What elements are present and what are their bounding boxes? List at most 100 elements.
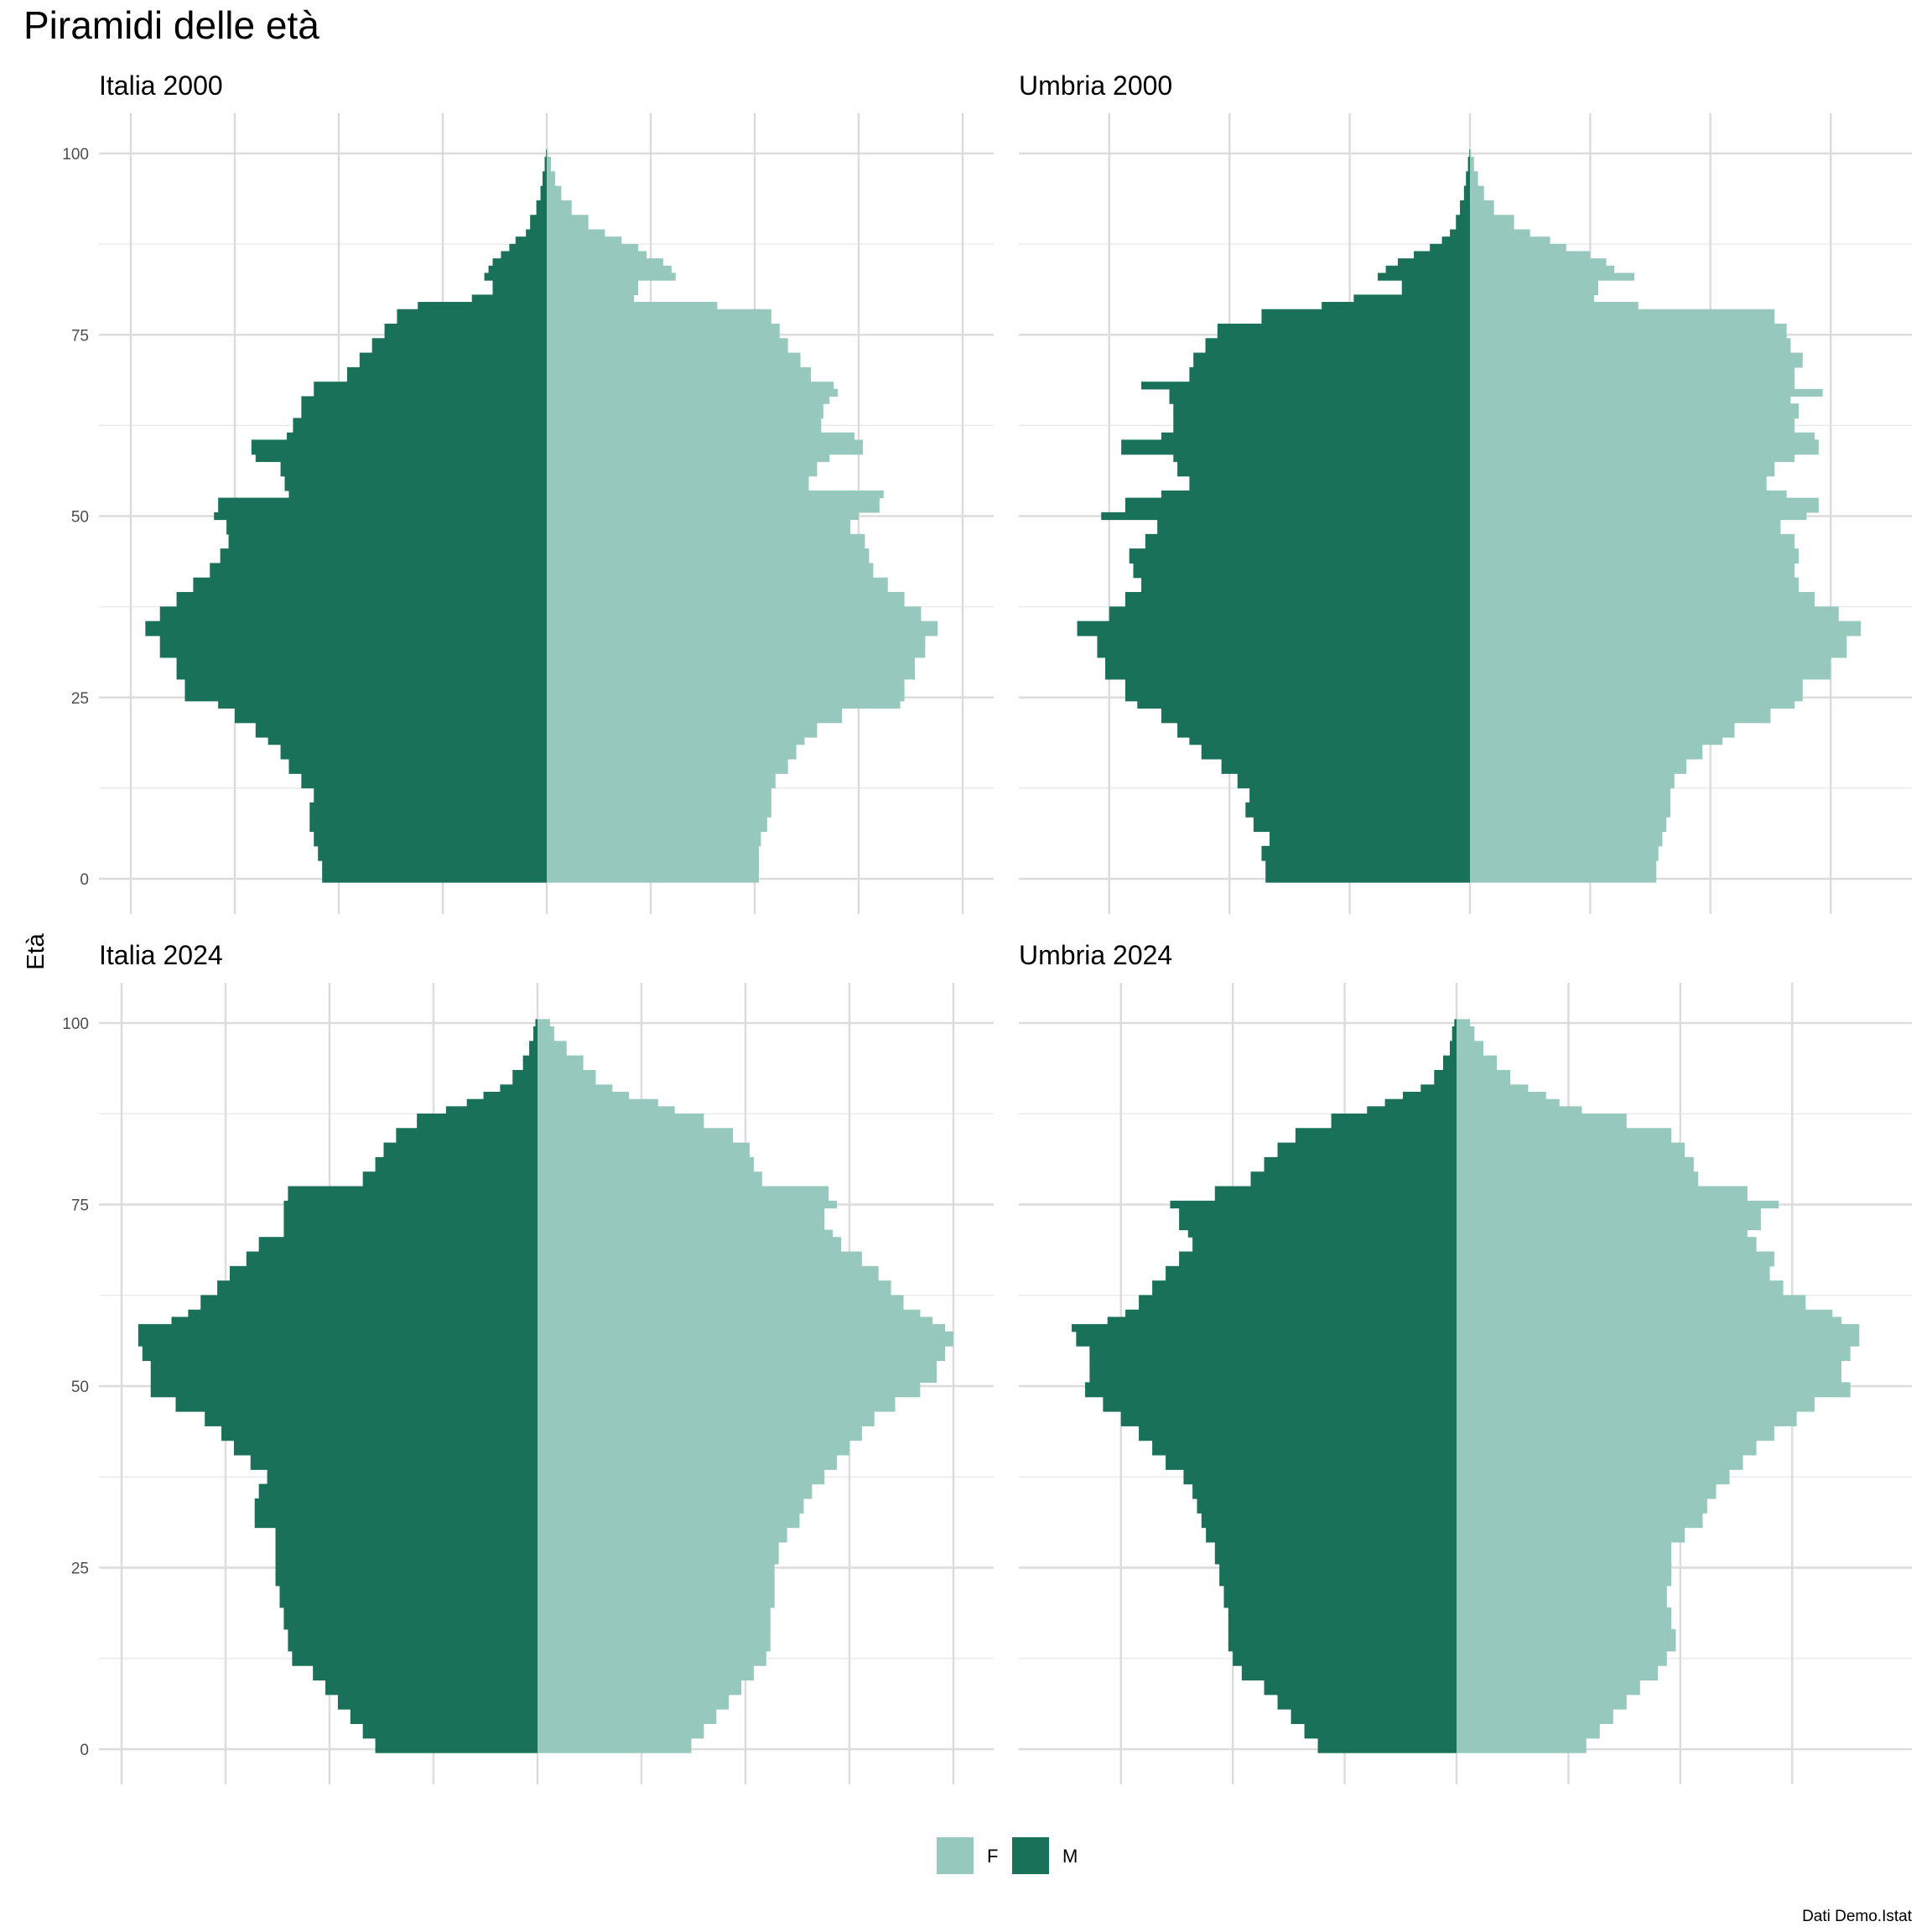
bar-female [538, 1244, 842, 1253]
bar-male [288, 1193, 538, 1202]
bar-male [184, 678, 548, 688]
bar-male [530, 215, 547, 223]
bar-male [1105, 657, 1470, 666]
bar-female [538, 1069, 596, 1078]
bar-male [1124, 599, 1470, 607]
bar-male [1217, 323, 1470, 332]
bar-female [1457, 1701, 1627, 1710]
bar-male [1173, 418, 1470, 426]
bar-male [359, 360, 547, 368]
bar-female [1470, 758, 1687, 767]
bar-female [1457, 1607, 1672, 1616]
bar-male [543, 178, 547, 187]
bar-female [538, 1098, 658, 1107]
bar-male [1253, 817, 1470, 825]
bar-male [396, 1135, 538, 1144]
bar-male [313, 1665, 538, 1674]
bar-male [466, 1098, 538, 1107]
bar-female [538, 1563, 775, 1572]
bar-male [1228, 1622, 1457, 1630]
bar-female [1470, 737, 1723, 745]
bar-male [1265, 867, 1470, 875]
bar-male [1430, 243, 1470, 252]
bar-female [538, 1650, 766, 1659]
bar-male [313, 1672, 538, 1681]
bar-male [1469, 149, 1470, 158]
bar-female [538, 1411, 875, 1420]
bar-female [1457, 1120, 1627, 1129]
bar-male [309, 802, 547, 811]
bar-female [547, 628, 938, 636]
bar-male [1152, 1280, 1457, 1289]
bar-female [547, 243, 639, 252]
bar-female [1470, 672, 1831, 680]
bar-female [547, 258, 663, 267]
bar-female [547, 200, 572, 209]
bar-female [1470, 185, 1484, 194]
bar-female [547, 541, 865, 549]
caption: Dati Demo.Istat [1802, 1908, 1913, 1925]
bar-female [538, 1519, 800, 1529]
bar-female [547, 483, 809, 491]
bar-male [540, 193, 547, 201]
bar-male [1460, 200, 1470, 209]
bar-male [314, 388, 547, 397]
bar-male [1077, 621, 1470, 629]
bar-female [538, 1113, 704, 1122]
y-tick-label: 100 [62, 146, 89, 164]
bar-female [1457, 1396, 1815, 1405]
bar-female [1470, 157, 1474, 165]
bar-male [1205, 338, 1470, 346]
bar-male [501, 251, 547, 259]
bar-female [547, 338, 788, 346]
bar-male [280, 751, 547, 760]
bar-male [267, 1476, 538, 1485]
bar-male [1076, 1338, 1457, 1347]
bar-male [275, 1535, 538, 1543]
bar-male [233, 1440, 538, 1448]
bar-female [538, 1295, 904, 1303]
bar-male [1214, 1193, 1457, 1202]
bar-female [1470, 628, 1862, 636]
bar-male [492, 280, 547, 288]
bar-male [1441, 236, 1470, 245]
bar-male [1177, 730, 1470, 738]
bar-female [547, 657, 915, 666]
bar-female [547, 599, 905, 607]
facet-panel: Umbria 2000 [1019, 70, 1912, 914]
bar-female [538, 1156, 754, 1166]
bar-female [547, 193, 562, 201]
bar-male [1241, 1665, 1457, 1674]
bar-female [547, 221, 589, 231]
bar-male [1166, 1454, 1457, 1463]
bar-male [314, 382, 547, 390]
bar-male [383, 1150, 538, 1158]
bar-female [538, 1454, 838, 1463]
bar-female [1457, 1491, 1716, 1499]
bar-male [288, 1186, 538, 1194]
bar-male [250, 1462, 538, 1470]
bar-female [547, 831, 761, 839]
facet-panels: Italia 2000 0 25 50 75 100 Umbria 2000 Italia 2… [62, 70, 1912, 1784]
bar-female [547, 787, 771, 796]
bar-male [325, 1680, 538, 1688]
bar-female [538, 1200, 838, 1209]
bar-female [1457, 1287, 1784, 1296]
bar-female [1457, 1178, 1699, 1187]
bar-male [314, 787, 547, 796]
bar-male [1463, 185, 1470, 194]
bar-male [175, 1396, 538, 1405]
bar-male [1141, 382, 1470, 390]
bar-male [1133, 570, 1470, 579]
bar-female [547, 823, 767, 833]
bar-female [1457, 1694, 1627, 1703]
bar-male [1397, 258, 1470, 267]
bar-female [538, 1389, 921, 1398]
bar-female [547, 708, 843, 716]
bar-male [1261, 309, 1470, 317]
bar-male [1214, 1186, 1457, 1194]
bar-female [1457, 1360, 1841, 1368]
bar-female [547, 802, 771, 811]
bar-female [1457, 1338, 1860, 1347]
bar-male [544, 157, 547, 165]
